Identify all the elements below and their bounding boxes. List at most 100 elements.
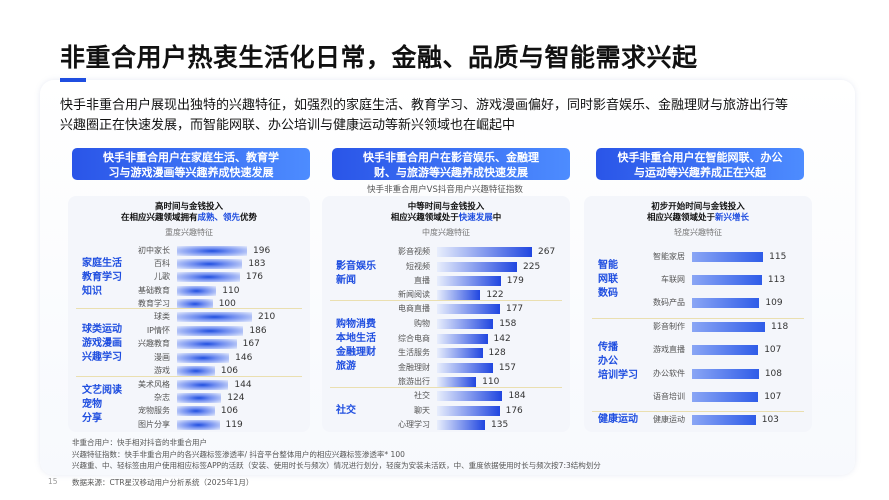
panel-title-line1: 高时间与金钱投入 (154, 202, 223, 212)
category-group-label: 传播 办公 培训学习 (598, 342, 638, 381)
bar-value: 108 (764, 369, 782, 379)
bar-label-text: 直播 (414, 276, 430, 285)
bar-value: 118 (771, 322, 789, 332)
panel-title-line2: 在相应兴趣领域拥有成熟、领先优势 (120, 213, 258, 223)
bar-label-text: 购物 (414, 319, 430, 328)
bar (692, 392, 759, 402)
bar (437, 290, 481, 300)
bar-label: 聊天 (322, 405, 430, 417)
bar-label: 影音制作 (584, 321, 685, 333)
header-line: 与运动等兴趣养成正在兴起 (634, 165, 766, 179)
bar-label: 球类 (68, 311, 170, 323)
bar-value: 225 (523, 262, 541, 272)
bar (177, 326, 244, 336)
bar-label: 办公软件 (584, 368, 685, 380)
category-group-label: 健康运动 (598, 414, 638, 425)
bar-label: 美术风格 (68, 379, 170, 391)
bar-label: 社交 (322, 390, 430, 402)
bar-value: 106 (220, 366, 239, 376)
source-note: 数据来源：CTR星汉移动用户分析系统（2025年1月） (72, 478, 254, 487)
bar-label: 旅游出行 (322, 376, 430, 388)
bar-value: 128 (488, 348, 506, 358)
bar-value: 157 (498, 363, 517, 373)
bar-label: 基础教育 (68, 285, 170, 297)
bar-label-text: 语音培训 (653, 392, 685, 401)
bar-label-text: 数码产品 (653, 298, 685, 307)
bar-label-text: 百科 (154, 259, 170, 268)
bar-value: 179 (506, 276, 524, 286)
bar (177, 272, 240, 282)
group-separator (76, 308, 302, 309)
bar-label-text: 心理学习 (398, 420, 430, 429)
bar-value: 177 (505, 304, 524, 314)
bar (437, 377, 477, 387)
bar-label-text: 漫画 (154, 353, 170, 362)
bar-label-text: 兴趣教育 (138, 339, 170, 348)
bar-value: 100 (218, 299, 236, 309)
bar (437, 363, 493, 373)
bar-label: 杂志 (68, 392, 170, 404)
bar (437, 334, 488, 344)
bar-label-text: 美术风格 (138, 380, 170, 389)
bar (177, 312, 252, 322)
category-group-label: 文艺阅读 宠物 分享 (82, 385, 122, 424)
bar (177, 353, 230, 363)
bar (177, 366, 215, 376)
bar (692, 369, 759, 379)
column-header-1: 快手非重合用户在家庭生活、教育学 习与游戏漫画等兴趣养成快速发展 (72, 148, 310, 180)
bar-label: IP情怀 (68, 325, 170, 337)
interest-level-label: 重度兴趣特征 (165, 228, 213, 237)
bar-label: 游戏 (68, 365, 170, 377)
bar (437, 391, 503, 401)
panel-title-line2: 相应兴趣领域处于新兴增长 (646, 213, 750, 223)
bar-label: 语音培训 (584, 391, 685, 403)
bar-value: 135 (491, 420, 509, 430)
header-line: 快手非重合用户在智能网联、办公 (617, 150, 783, 164)
category-group-label: 购物消费 本地生活 金融理财 旅游 (336, 318, 376, 372)
bar (692, 322, 765, 332)
bar-label-text: IP情怀 (146, 326, 170, 335)
bar-label: 图片分享 (68, 419, 170, 431)
bar (437, 304, 500, 314)
bar (177, 246, 247, 256)
bar-label-text: 健康运动 (653, 415, 685, 424)
bar-label-text: 影音视频 (398, 247, 430, 256)
bar-value: 110 (222, 286, 240, 296)
bar-label-text: 宠物服务 (138, 406, 170, 415)
group-separator (76, 376, 302, 377)
bar (177, 420, 220, 430)
bar-label: 兴趣教育 (68, 338, 170, 350)
bar-label: 生活服务 (322, 347, 430, 359)
bar (177, 393, 222, 403)
bar-value: 186 (249, 326, 267, 336)
bar-value: 146 (235, 353, 253, 363)
bar-label-text: 智能家居 (653, 252, 685, 261)
bar-label: 数码产品 (584, 297, 685, 309)
bar-label: 儿歌 (68, 271, 170, 283)
bar-value: 176 (245, 272, 264, 282)
bar-value: 107 (764, 392, 782, 402)
bar (692, 298, 760, 308)
bar (177, 339, 237, 349)
bar-label: 电商直播 (322, 303, 430, 315)
footnote: 兴趣重、中、轻标签由用户使用相应标签APP的活跃（安装、使用时长与频次）情况进行… (72, 461, 601, 470)
panel-title: 初步开始时间与金钱投入 相应兴趣领域处于新兴增长 (584, 202, 812, 224)
bar-label-text: 旅游出行 (398, 377, 430, 386)
bar (692, 345, 759, 355)
bar-value: 176 (505, 406, 523, 416)
group-separator (330, 387, 562, 388)
bar-label-text: 生活服务 (398, 348, 430, 357)
bar-label-text: 影音制作 (653, 322, 685, 331)
bar-value: 184 (508, 391, 526, 401)
page-number: 15 (48, 477, 58, 486)
bar (692, 275, 762, 285)
bar-label: 心理学习 (322, 419, 430, 431)
panel-title: 中等时间与金钱投入 相应兴趣领域处于快速发展中 (322, 202, 570, 224)
bar-label: 综合电商 (322, 333, 430, 345)
bar-value: 124 (227, 393, 245, 403)
bar-value: 110 (482, 377, 500, 387)
bar-label: 宠物服务 (68, 405, 170, 417)
bar-label: 百科 (68, 258, 170, 270)
bar-label-text: 新闻阅读 (398, 290, 430, 299)
bar-label-text: 电商直播 (398, 304, 430, 313)
